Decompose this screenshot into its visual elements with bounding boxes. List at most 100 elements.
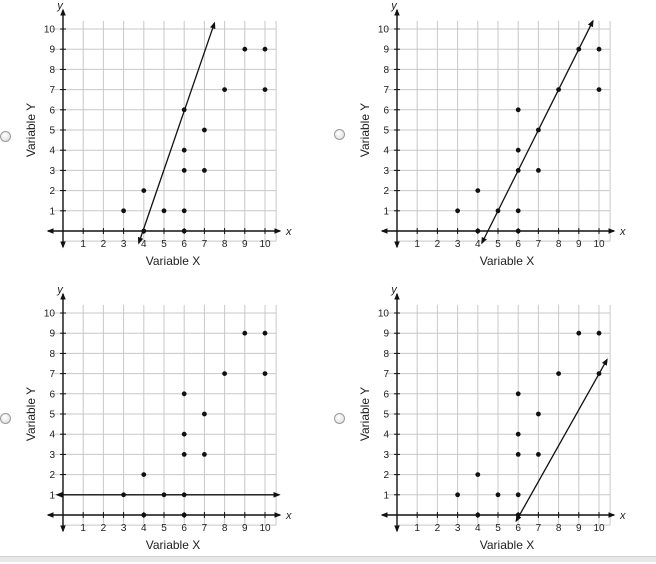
x-tick-label: 7 xyxy=(202,239,208,250)
data-point xyxy=(181,512,187,518)
y-tick-label: 4 xyxy=(49,430,55,441)
x-tick-label: 9 xyxy=(576,239,582,250)
option-a-radio[interactable] xyxy=(0,131,11,142)
data-point xyxy=(181,208,187,214)
x-tick-label: 10 xyxy=(259,239,271,250)
x-tick-label: 8 xyxy=(556,239,562,250)
scatter-plot-d: x y 1 2 3 4 5 6 7 8 9 10 1 2 3 4 5 6 7 8 9 10 Variable X Variab… xyxy=(352,284,652,564)
x-tick-label: 4 xyxy=(141,239,147,250)
data-point xyxy=(141,512,147,518)
data-point xyxy=(202,127,207,133)
x-tick-label: 2 xyxy=(101,523,107,534)
x-axis-title: Variable X xyxy=(146,254,200,268)
x-tick-label: 9 xyxy=(242,239,248,250)
data-point xyxy=(262,46,268,52)
data-point xyxy=(556,371,561,376)
scatter-plot-b: x y 1 2 3 4 5 6 7 8 9 10 1 2 3 4 5 6 7 8 9 10 Variable X Variab… xyxy=(352,0,652,280)
grid xyxy=(52,20,277,242)
y-tick-label: 6 xyxy=(49,105,55,116)
y-tick-label: 7 xyxy=(383,85,389,96)
y-axis-letter: y xyxy=(390,0,398,12)
y-axis-letter: y xyxy=(56,0,64,12)
y-tick-label: 8 xyxy=(49,65,55,76)
trend-line xyxy=(137,21,216,245)
data-point xyxy=(242,330,248,336)
data-point xyxy=(181,391,187,397)
x-tick-label: 3 xyxy=(455,239,461,250)
y-tick-label: 3 xyxy=(49,166,55,177)
data-point xyxy=(262,371,268,376)
data-point xyxy=(536,411,541,417)
y-tick-label: 1 xyxy=(49,206,55,217)
data-point xyxy=(181,431,187,437)
data-point xyxy=(515,391,521,397)
x-axis-title: Variable X xyxy=(146,538,200,552)
data-point xyxy=(161,492,167,498)
x-tick-label: 2 xyxy=(101,239,107,250)
x-tick-label: 6 xyxy=(515,523,521,534)
y-tick-label: 2 xyxy=(383,186,389,197)
data-point xyxy=(181,168,187,173)
x-tick-label: 6 xyxy=(181,239,187,250)
y-tick-label: 7 xyxy=(49,85,55,96)
data-point xyxy=(242,46,248,52)
data-point xyxy=(515,431,521,437)
x-axis-title: Variable X xyxy=(480,254,534,268)
x-axis-letter: x xyxy=(285,510,292,522)
x-tick-label: 8 xyxy=(556,523,562,534)
data-point xyxy=(515,452,521,457)
x-axis-letter: x xyxy=(619,510,626,522)
x-tick-label: 4 xyxy=(475,523,481,534)
y-tick-label: 10 xyxy=(44,309,56,320)
option-b-radio[interactable] xyxy=(334,129,345,140)
x-tick-label: 9 xyxy=(576,523,582,534)
x-tick-label: 3 xyxy=(121,523,127,534)
data-point xyxy=(475,512,481,518)
data-point xyxy=(576,46,582,52)
y-tick-label: 5 xyxy=(49,126,55,137)
x-tick-label: 5 xyxy=(495,239,501,250)
x-tick-label: 7 xyxy=(536,523,542,534)
data-point xyxy=(475,188,481,194)
data-point xyxy=(222,371,228,376)
y-tick-label: 7 xyxy=(383,369,389,380)
y-tick-label: 7 xyxy=(49,369,55,380)
data-point xyxy=(596,46,602,52)
option-c-radio[interactable] xyxy=(0,413,11,424)
x-tick-label: 4 xyxy=(141,523,147,534)
y-tick-label: 8 xyxy=(49,349,55,360)
y-tick-label: 6 xyxy=(383,105,389,116)
x-tick-label: 1 xyxy=(80,523,86,534)
data-point xyxy=(556,87,561,92)
y-tick-label: 4 xyxy=(49,146,55,157)
y-tick-label: 2 xyxy=(49,186,55,197)
data-point xyxy=(202,452,207,457)
y-axis-letter: y xyxy=(56,284,64,296)
data-point xyxy=(475,228,481,234)
x-tick-label: 3 xyxy=(121,239,127,250)
y-tick-label: 3 xyxy=(49,450,55,461)
data-point xyxy=(161,208,167,214)
data-point xyxy=(181,492,187,498)
scatter-plot-c: x y 1 2 3 4 5 6 7 8 9 10 1 2 3 4 5 6 7 8 9 10 Variable X Variab… xyxy=(18,284,318,564)
x-tick-label: 1 xyxy=(414,523,420,534)
option-d-radio[interactable] xyxy=(334,413,345,424)
data-point xyxy=(515,228,521,234)
data-point xyxy=(121,492,126,498)
data-point xyxy=(536,168,541,173)
data-point xyxy=(181,147,187,153)
x-tick-label: 7 xyxy=(202,523,208,534)
x-tick-label: 1 xyxy=(414,239,420,250)
data-point xyxy=(141,188,147,194)
x-tick-label: 6 xyxy=(515,239,521,250)
y-tick-label: 10 xyxy=(378,25,390,36)
x-tick-label: 2 xyxy=(435,523,441,534)
bottom-scrollbar-strip xyxy=(0,556,656,562)
x-tick-label: 5 xyxy=(495,523,501,534)
y-tick-label: 2 xyxy=(49,470,55,481)
y-tick-label: 1 xyxy=(49,490,55,501)
data-point xyxy=(181,452,187,457)
x-tick-label: 6 xyxy=(181,523,187,534)
x-tick-label: 7 xyxy=(536,239,542,250)
